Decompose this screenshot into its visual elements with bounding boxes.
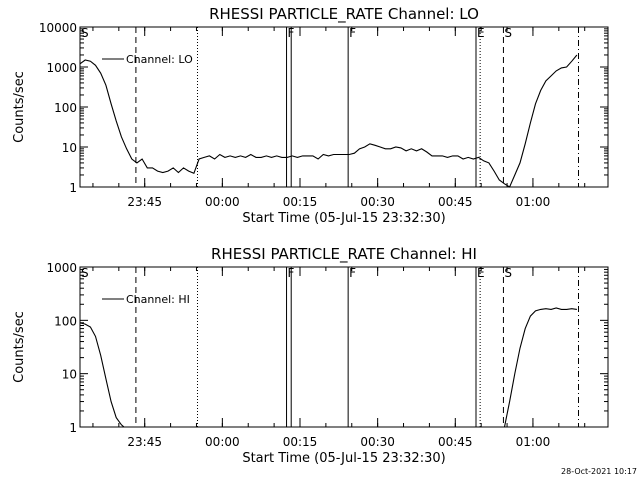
x-tick-label: 00:00 <box>205 195 240 209</box>
chart-title: RHESSI PARTICLE_RATE Channel: HI <box>211 245 477 264</box>
y-tick-label: 10000 <box>39 21 77 35</box>
x-tick-label: 01:00 <box>516 195 551 209</box>
y-tick-label: 10 <box>62 368 77 382</box>
legend-label: Channel: HI <box>126 293 190 306</box>
data-series-line <box>79 54 578 188</box>
x-tick-label: 00:45 <box>438 435 473 449</box>
x-tick-label: 01:00 <box>516 435 551 449</box>
x-tick-label: 23:45 <box>127 435 162 449</box>
lo-channel-panel: RHESSI PARTICLE_RATE Channel: LO 1 10 100 10… <box>12 5 609 226</box>
plot-frame <box>79 266 609 428</box>
plot-frame <box>79 26 609 188</box>
x-tick-label: 23:45 <box>127 195 162 209</box>
event-marker-label: S <box>504 26 512 40</box>
event-marker-label: S <box>504 266 512 280</box>
x-tick-label: 00:30 <box>360 195 395 209</box>
legend-label: Channel: LO <box>126 53 193 66</box>
event-marker-label: S <box>81 26 89 40</box>
x-tick-label: 00:00 <box>205 435 240 449</box>
event-marker-label: E <box>477 266 485 280</box>
y-tick-label: 100 <box>54 314 77 328</box>
y-tick-label: 10 <box>62 141 77 155</box>
y-tick-label: 1000 <box>46 61 77 75</box>
x-axis-label: Start Time (05-Jul-15 23:32:30) <box>242 211 445 226</box>
event-marker-label: S <box>81 266 89 280</box>
footer-timestamp: 28-Oct-2021 10:17 <box>561 467 637 476</box>
event-marker-label: F <box>349 266 356 280</box>
x-tick-label: 00:45 <box>438 195 473 209</box>
hi-channel-panel: RHESSI PARTICLE_RATE Channel: HI 1 10 100 10… <box>12 245 609 466</box>
x-tick-label: 00:15 <box>283 435 318 449</box>
x-tick-label: 00:30 <box>360 435 395 449</box>
x-axis-label: Start Time (05-Jul-15 23:32:30) <box>242 451 445 466</box>
chart-title: RHESSI PARTICLE_RATE Channel: LO <box>209 5 479 24</box>
y-tick-label: 100 <box>54 101 77 115</box>
x-tick-label: 00:15 <box>283 195 318 209</box>
y-tick-label: 1000 <box>46 261 77 275</box>
y-axis-label: Counts/sec <box>12 71 27 143</box>
y-axis-label: Counts/sec <box>12 311 27 383</box>
data-series-line <box>79 307 577 428</box>
y-tick-label: 1 <box>69 181 77 195</box>
event-marker-label: F <box>349 26 356 40</box>
event-marker-label: E <box>477 26 485 40</box>
y-tick-label: 1 <box>69 421 77 435</box>
